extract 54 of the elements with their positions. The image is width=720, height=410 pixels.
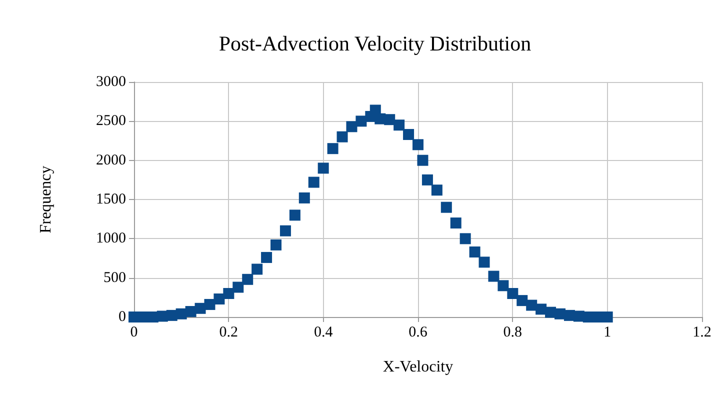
x-tick-label: 0.4 — [314, 324, 334, 340]
point — [327, 143, 338, 154]
point — [469, 246, 480, 258]
y-tick-label: 1000 — [96, 230, 126, 247]
point — [252, 264, 263, 275]
x-tick-label: 0.6 — [408, 324, 428, 340]
point — [289, 210, 300, 221]
point — [536, 304, 547, 315]
y-tick-label: 500 — [104, 270, 126, 286]
point — [394, 120, 405, 131]
point — [346, 121, 358, 132]
point — [488, 270, 500, 282]
x-tick-label: 0.2 — [219, 324, 238, 340]
point — [417, 154, 428, 166]
point — [516, 295, 528, 306]
point — [431, 184, 442, 196]
point — [498, 280, 509, 292]
point — [602, 312, 613, 322]
point — [185, 306, 196, 318]
point — [478, 256, 490, 268]
y-tick-label: 2500 — [96, 113, 126, 130]
point — [232, 282, 244, 293]
y-tick-label: 1500 — [96, 192, 126, 208]
chart-title: Post-Advection Velocity Distribution — [218, 32, 532, 56]
y-tick-label: 2000 — [96, 152, 126, 168]
y-tick-label: 0 — [118, 309, 126, 325]
point — [507, 288, 518, 299]
x-tick-label: 0.8 — [503, 324, 522, 340]
point — [214, 293, 225, 304]
point — [440, 202, 452, 213]
point — [412, 139, 424, 150]
point — [384, 114, 396, 126]
x-tick-label: 1.2 — [692, 324, 712, 340]
point — [308, 176, 320, 188]
point — [526, 300, 538, 311]
y-tick-label: 3000 — [96, 74, 126, 90]
point — [356, 116, 367, 127]
y-axis-title: Frequency — [38, 166, 54, 234]
x-tick-label: 1 — [604, 324, 612, 340]
x-tick-label: 0 — [130, 324, 138, 340]
x-axis-title: X-Velocity — [382, 358, 454, 376]
point — [450, 218, 462, 228]
point — [460, 233, 471, 244]
point — [422, 174, 433, 186]
point — [280, 225, 291, 236]
point — [318, 162, 329, 174]
point — [204, 298, 216, 310]
point — [223, 288, 234, 299]
point — [298, 192, 310, 204]
point — [336, 131, 348, 142]
point — [242, 274, 254, 285]
point — [403, 128, 414, 140]
point — [261, 252, 272, 263]
point — [270, 239, 282, 250]
